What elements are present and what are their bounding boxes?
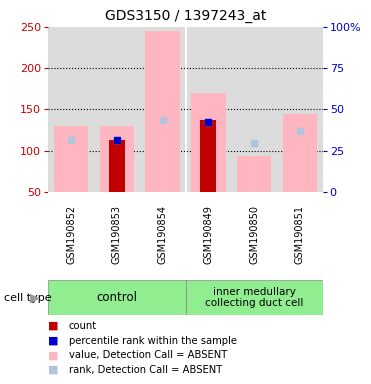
Text: count: count	[69, 321, 97, 331]
Bar	[186, 280, 323, 315]
Text: ■: ■	[48, 350, 59, 360]
Bar	[283, 114, 317, 192]
Text: GSM190851: GSM190851	[295, 205, 305, 264]
Bar	[109, 140, 125, 192]
Text: rank, Detection Call = ABSENT: rank, Detection Call = ABSENT	[69, 365, 222, 375]
Bar	[48, 280, 186, 315]
Text: percentile rank within the sample: percentile rank within the sample	[69, 336, 237, 346]
Text: cell type: cell type	[4, 293, 51, 303]
Text: GSM190854: GSM190854	[158, 205, 168, 264]
Text: GSM190849: GSM190849	[203, 205, 213, 264]
Text: ■: ■	[48, 336, 59, 346]
Bar	[100, 126, 134, 192]
Text: control: control	[96, 291, 137, 304]
Title: GDS3150 / 1397243_at: GDS3150 / 1397243_at	[105, 9, 266, 23]
Text: ■: ■	[48, 321, 59, 331]
Bar	[145, 31, 180, 192]
Text: GSM190852: GSM190852	[66, 205, 76, 264]
Text: GSM190850: GSM190850	[249, 205, 259, 264]
Bar	[191, 93, 226, 192]
Text: ■: ■	[48, 365, 59, 375]
Text: GSM190853: GSM190853	[112, 205, 122, 264]
Text: ▶: ▶	[30, 291, 40, 304]
Bar	[200, 120, 216, 192]
Text: value, Detection Call = ABSENT: value, Detection Call = ABSENT	[69, 350, 227, 360]
Bar	[237, 156, 271, 192]
Text: inner medullary
collecting duct cell: inner medullary collecting duct cell	[205, 287, 303, 308]
Bar	[54, 126, 88, 192]
